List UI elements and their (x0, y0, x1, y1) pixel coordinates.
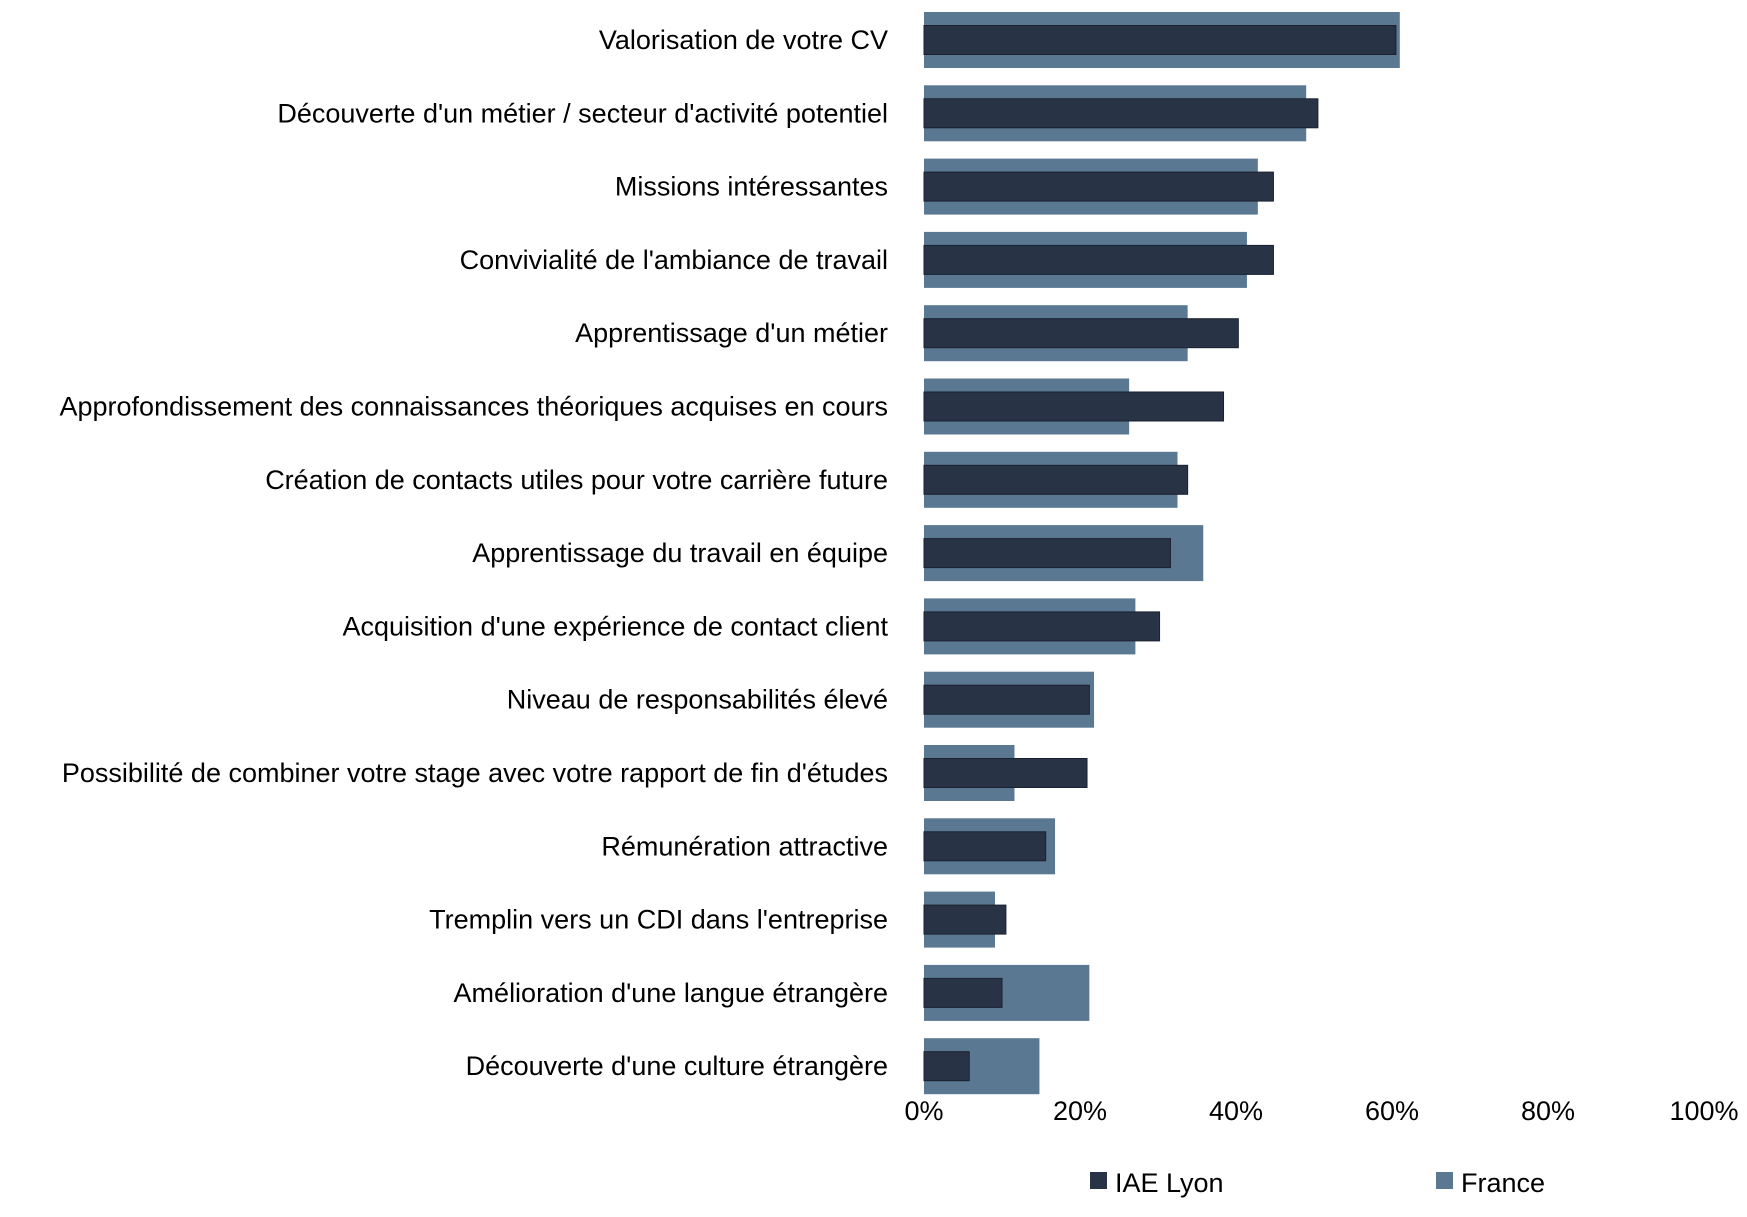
category-label: Valorisation de votre CV (599, 25, 888, 55)
legend-label: IAE Lyon (1115, 1168, 1224, 1198)
bar-iae-lyon (923, 904, 1007, 935)
category-label: Apprentissage d'un métier (575, 318, 888, 348)
category-label: Tremplin vers un CDI dans l'entreprise (429, 905, 888, 935)
category-label: Création de contacts utiles pour votre c… (265, 465, 888, 495)
x-tick-label: 100% (1669, 1096, 1738, 1126)
category-label: Apprentissage du travail en équipe (472, 538, 888, 568)
x-tick-label: 40% (1209, 1096, 1263, 1126)
x-tick-label: 60% (1365, 1096, 1419, 1126)
category-label: Niveau de responsabilités élevé (507, 685, 888, 715)
bar-iae-lyon (923, 977, 1003, 1008)
category-label: Missions intéressantes (615, 172, 888, 202)
bar-iae-lyon (923, 244, 1274, 275)
legend: IAE Lyon France (1090, 1168, 1545, 1198)
category-label: Amélioration d'une langue étrangère (454, 978, 888, 1008)
legend-swatch (1090, 1172, 1107, 1189)
legend-label: France (1461, 1168, 1545, 1198)
bar-iae-lyon (923, 758, 1088, 788)
legend-item-france: France (1436, 1168, 1545, 1198)
category-label: Convivialité de l'ambiance de travail (460, 245, 888, 275)
bar-iae-lyon (923, 1051, 970, 1082)
x-axis-tick-labels: 0% 20% 40% 60% 80% 100% (904, 1096, 1738, 1126)
category-label: Approfondissement des connaissances théo… (60, 392, 889, 422)
bar-iae-lyon (923, 171, 1274, 202)
bar-iae-lyon (923, 464, 1189, 495)
bar-iae-lyon (923, 831, 1047, 862)
category-label: Acquisition d'une expérience de contact … (343, 611, 889, 641)
x-tick-label: 20% (1053, 1096, 1107, 1126)
category-label: Possibilité de combiner votre stage avec… (62, 758, 888, 788)
bar-iae-lyon (923, 684, 1090, 715)
bar-iae-lyon (923, 98, 1319, 129)
x-tick-label: 80% (1521, 1096, 1575, 1126)
bar-iae-lyon (923, 25, 1397, 55)
category-labels: Valorisation de votre CV Découverte d'un … (60, 25, 889, 1081)
bars-layer (923, 12, 1400, 1095)
bar-iae-lyon (923, 391, 1225, 422)
bar-iae-lyon (923, 611, 1161, 642)
bar-iae-lyon (923, 538, 1171, 569)
category-label: Rémunération attractive (601, 831, 888, 861)
category-label: Découverte d'une culture étrangère (466, 1051, 888, 1081)
category-label: Découverte d'un métier / secteur d'activ… (277, 98, 888, 128)
bar-iae-lyon (923, 318, 1239, 349)
x-tick-label: 0% (904, 1096, 943, 1126)
legend-swatch (1436, 1172, 1453, 1189)
legend-item-iae-lyon: IAE Lyon (1090, 1168, 1224, 1198)
